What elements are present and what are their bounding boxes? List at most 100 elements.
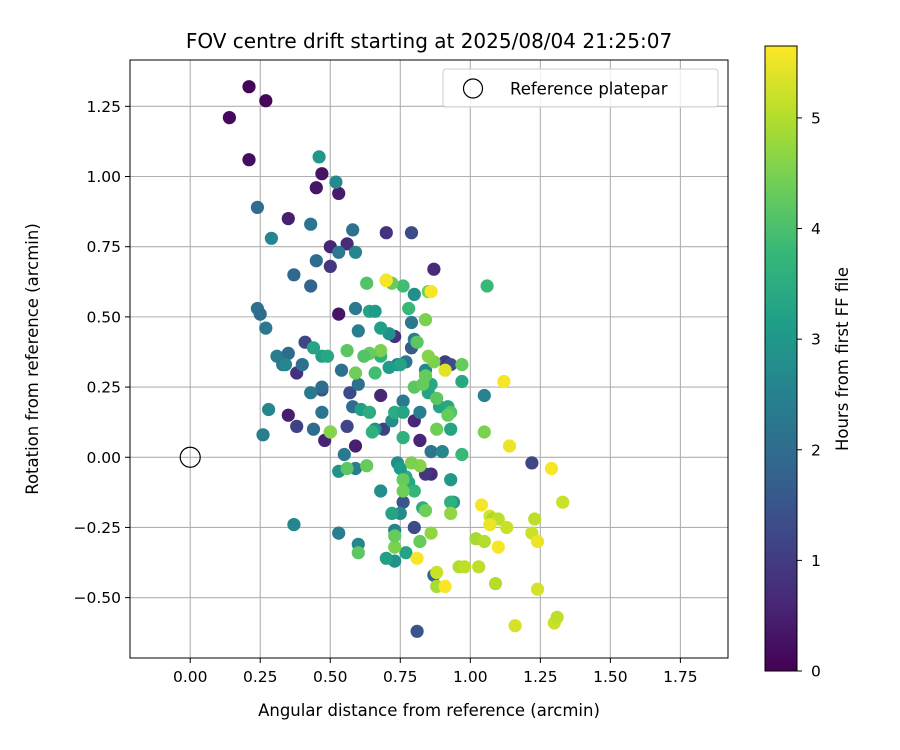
data-point	[340, 461, 354, 476]
x-tick-label: 0.50	[313, 668, 348, 686]
data-point	[480, 279, 494, 293]
data-point	[438, 579, 452, 594]
data-point	[444, 422, 458, 436]
legend-reference-marker	[462, 78, 484, 99]
x-axis-title: Angular distance from reference (arcmin)	[258, 701, 600, 720]
x-tick-label: 0.00	[173, 668, 208, 686]
y-axis-title: Rotation from reference (arcmin)	[23, 223, 42, 495]
data-point	[418, 504, 433, 518]
data-point	[287, 268, 301, 282]
data-point	[410, 624, 424, 638]
data-point	[418, 369, 433, 383]
data-point	[351, 324, 365, 338]
data-point	[332, 526, 346, 540]
data-point	[315, 380, 329, 394]
data-point	[413, 433, 427, 447]
data-point	[430, 422, 444, 436]
data-point	[278, 358, 293, 372]
data-point	[477, 388, 491, 403]
data-point	[348, 301, 363, 316]
data-point	[264, 231, 278, 245]
data-point	[315, 167, 329, 181]
data-point	[374, 484, 388, 498]
data-point	[323, 425, 337, 439]
data-point	[295, 358, 309, 372]
colorbar-tick-label: 0	[811, 663, 821, 681]
data-point	[407, 520, 421, 535]
data-point	[550, 610, 564, 624]
data-points	[222, 80, 570, 638]
data-point	[458, 560, 472, 574]
data-point	[368, 366, 382, 380]
data-point	[281, 346, 295, 360]
data-point	[396, 394, 410, 408]
y-tick-label: 0.00	[86, 449, 121, 467]
data-point	[281, 212, 295, 226]
data-point	[374, 344, 388, 358]
legend-label-reference: Reference platepar	[510, 80, 668, 99]
data-point	[379, 273, 393, 287]
data-point	[444, 473, 458, 487]
data-point	[379, 551, 393, 565]
data-point	[346, 223, 360, 237]
data-point	[418, 313, 433, 327]
data-point	[379, 226, 393, 240]
reference-layer	[179, 446, 201, 468]
data-point	[413, 534, 427, 549]
data-point	[497, 374, 511, 389]
data-point	[508, 619, 522, 633]
data-point	[281, 408, 295, 422]
data-point	[500, 520, 514, 535]
colorbar-tick-label: 1	[811, 552, 821, 570]
data-point	[259, 94, 273, 108]
data-point	[393, 358, 407, 372]
data-point	[337, 447, 351, 462]
data-point	[368, 304, 382, 318]
data-point	[491, 540, 505, 554]
y-tick-label: 0.50	[86, 308, 121, 326]
data-point	[556, 495, 570, 509]
data-point	[351, 377, 365, 391]
data-point	[388, 529, 402, 543]
data-point	[502, 439, 517, 453]
x-tick-label: 1.00	[453, 668, 488, 686]
data-point	[304, 279, 318, 293]
colorbar-tick-label: 2	[811, 441, 821, 459]
data-point	[365, 425, 379, 439]
data-point	[306, 422, 321, 436]
data-point	[430, 391, 444, 405]
data-point	[290, 419, 304, 433]
x-axis-ticks: 0.00 0.25 0.50 0.75 1.00 1.25 1.50 1.75	[173, 658, 698, 686]
data-point	[404, 456, 419, 470]
y-tick-label: −0.25	[74, 519, 122, 537]
data-point	[348, 439, 363, 453]
y-tick-label: −0.50	[74, 589, 122, 607]
data-point	[407, 484, 421, 498]
data-point	[340, 419, 354, 433]
data-point	[421, 349, 435, 363]
data-point	[396, 473, 410, 487]
data-point	[444, 506, 458, 520]
data-point	[407, 287, 421, 301]
x-tick-label: 1.75	[663, 668, 698, 686]
x-tick-label: 0.25	[243, 668, 278, 686]
colorbar-tick-label: 3	[811, 331, 821, 349]
data-point	[256, 428, 270, 442]
data-point	[455, 358, 469, 372]
data-point	[410, 551, 424, 565]
data-point	[374, 388, 388, 403]
data-point	[382, 360, 396, 374]
data-point	[309, 254, 323, 268]
data-point	[396, 495, 410, 509]
data-point	[332, 307, 346, 321]
data-point	[343, 386, 357, 400]
data-point	[399, 546, 413, 560]
y-tick-label: 0.25	[86, 379, 121, 397]
data-point	[474, 498, 489, 512]
data-point	[323, 259, 337, 273]
data-point	[396, 431, 410, 445]
colorbar-title: Hours from first FF file	[833, 267, 852, 451]
data-point	[483, 518, 497, 532]
data-point	[393, 461, 407, 476]
data-point	[435, 445, 449, 459]
